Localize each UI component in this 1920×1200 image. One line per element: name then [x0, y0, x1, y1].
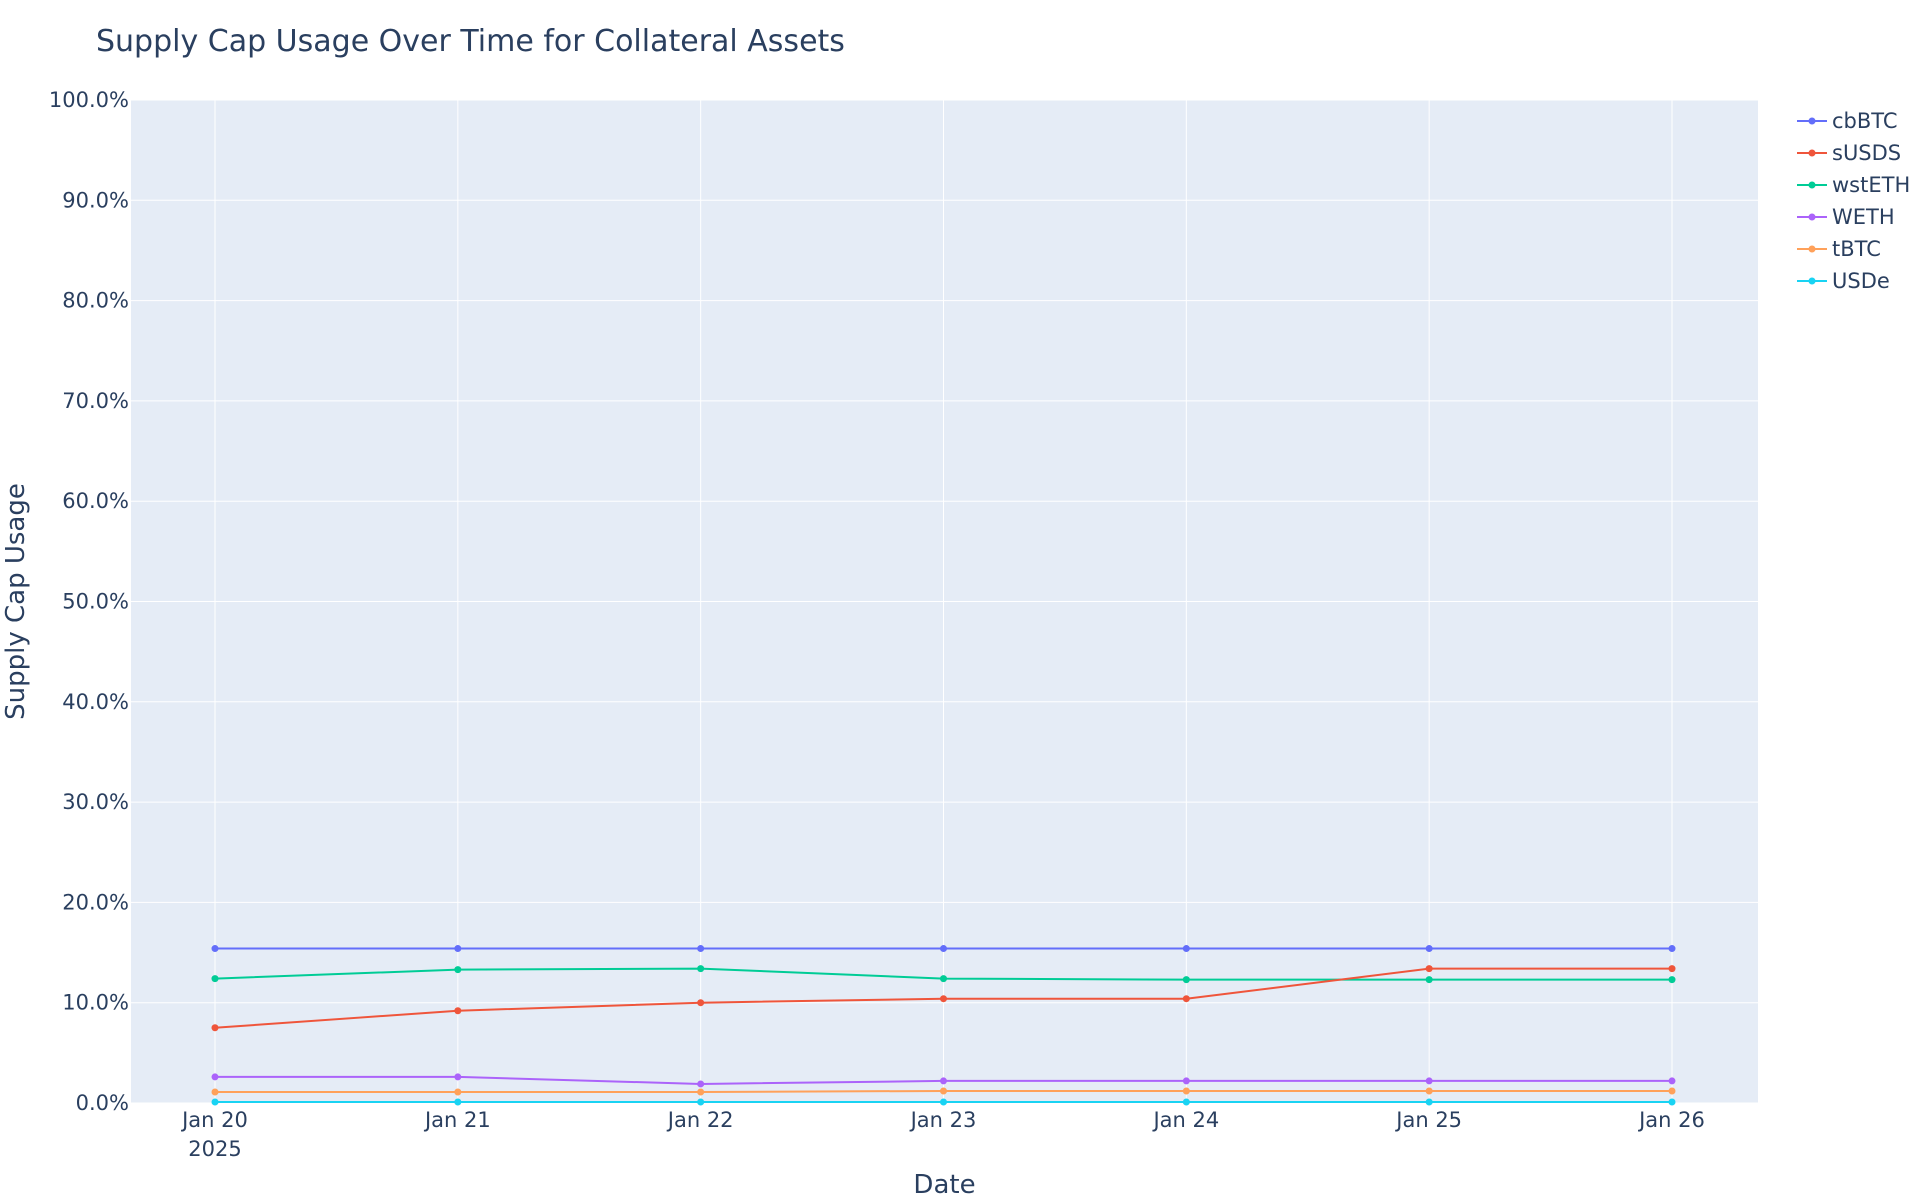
data-point: [211, 1024, 219, 1032]
series-wstETH: [211, 965, 1676, 984]
y-axis-title: Supply Cap Usage: [1, 483, 31, 720]
y-tick-label: 20.0%: [62, 890, 129, 914]
y-tick-label: 30.0%: [62, 790, 129, 814]
data-point: [1668, 1098, 1676, 1106]
data-point: [1668, 1087, 1676, 1095]
legend-label: USDe: [1832, 269, 1890, 293]
x-tick-label: Jan 23: [909, 1108, 977, 1132]
data-point: [697, 1088, 705, 1096]
y-tick-label: 40.0%: [62, 690, 129, 714]
data-point: [1668, 965, 1676, 973]
data-point: [1182, 1098, 1190, 1106]
legend-label: tBTC: [1832, 237, 1881, 261]
data-point: [1182, 945, 1190, 953]
y-tick-label: 90.0%: [62, 188, 129, 212]
legend: cbBTC sUSDS wstETH WETH tBTC USDe: [1797, 109, 1910, 293]
legend-swatch-marker: [1808, 245, 1816, 253]
data-point: [697, 945, 705, 953]
data-point: [454, 966, 462, 974]
plot-area: 0.0% 10.0% 20.0% 30.0% 40.0% 50.0% 60.0% 70.0% 8…: [1, 88, 1758, 1200]
y-tick-label: 60.0%: [62, 489, 129, 513]
data-point: [1425, 1077, 1433, 1085]
data-point: [940, 1098, 947, 1106]
series-sUSDS: [211, 965, 1676, 1032]
x-tick-sublabel: 2025: [188, 1137, 241, 1161]
y-tick-label: 10.0%: [62, 991, 129, 1015]
x-tick-label: Jan 20: [180, 1108, 248, 1132]
data-point: [1425, 965, 1433, 973]
data-point: [1668, 976, 1676, 984]
data-point: [1668, 945, 1676, 953]
y-tick-label: 0.0%: [76, 1091, 129, 1115]
legend-swatch-marker: [1808, 213, 1816, 221]
data-point: [940, 945, 947, 953]
legend-item-tBTC[interactable]: tBTC: [1797, 237, 1881, 261]
data-point: [940, 1077, 947, 1085]
legend-item-WETH[interactable]: WETH: [1797, 205, 1895, 229]
legend-swatch-marker: [1808, 277, 1816, 285]
legend-swatch-marker: [1808, 149, 1816, 157]
series-cbBTC: [211, 945, 1676, 953]
data-point: [211, 1098, 219, 1106]
data-point: [1668, 1077, 1676, 1085]
data-point: [211, 1088, 219, 1096]
x-tick-label: Jan 24: [1151, 1108, 1219, 1132]
data-point: [1182, 1087, 1190, 1095]
y-tick-label: 80.0%: [62, 289, 129, 313]
legend-item-USDe[interactable]: USDe: [1797, 269, 1890, 293]
data-point: [454, 1088, 462, 1096]
legend-item-sUSDS[interactable]: sUSDS: [1797, 141, 1901, 165]
data-point: [1425, 945, 1433, 953]
data-point: [1182, 976, 1190, 984]
data-point: [211, 975, 219, 983]
data-point: [940, 1087, 947, 1095]
data-point: [697, 1080, 705, 1088]
data-point: [1425, 1098, 1433, 1106]
legend-swatch-marker: [1808, 181, 1816, 189]
legend-item-cbBTC[interactable]: cbBTC: [1797, 109, 1898, 133]
data-point: [697, 1098, 705, 1106]
data-point: [1425, 976, 1433, 984]
data-point: [940, 995, 947, 1003]
legend-label: sUSDS: [1832, 141, 1901, 165]
x-tick-label: Jan 21: [423, 1108, 491, 1132]
y-tick-label: 100.0%: [49, 88, 129, 112]
legend-label: WETH: [1832, 205, 1895, 229]
data-point: [454, 1073, 462, 1081]
legend-label: cbBTC: [1832, 109, 1898, 133]
data-point: [697, 965, 705, 973]
series-WETH: [211, 1073, 1676, 1088]
data-point: [454, 1007, 462, 1015]
data-point: [1182, 995, 1190, 1003]
data-point: [211, 1073, 219, 1081]
x-tick-label: Jan 25: [1394, 1108, 1462, 1132]
data-point: [211, 945, 219, 953]
x-tick-label: Jan 22: [666, 1108, 734, 1132]
data-point: [454, 1098, 462, 1106]
data-point: [697, 999, 705, 1007]
data-point: [1425, 1087, 1433, 1095]
legend-swatch-marker: [1808, 117, 1816, 125]
legend-item-wstETH[interactable]: wstETH: [1797, 173, 1910, 197]
x-axis-title: Date: [913, 1170, 975, 1200]
chart-title: Supply Cap Usage Over Time for Collatera…: [96, 24, 845, 59]
y-tick-label: 70.0%: [62, 389, 129, 413]
data-point: [940, 975, 947, 983]
series-USDe: [211, 1098, 1676, 1106]
data-point: [454, 945, 462, 953]
series-tBTC: [211, 1087, 1676, 1096]
x-tick-label: Jan 26: [1637, 1108, 1705, 1132]
legend-label: wstETH: [1832, 173, 1910, 197]
y-tick-label: 50.0%: [62, 590, 129, 614]
data-point: [1182, 1077, 1190, 1085]
